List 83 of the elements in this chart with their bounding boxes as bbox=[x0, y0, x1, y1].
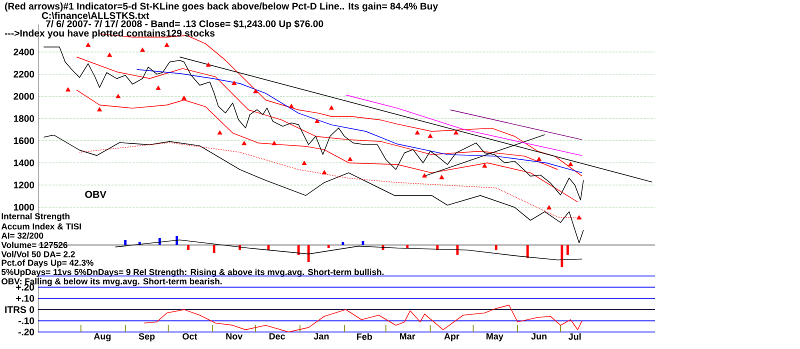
y-tick-label: 1600 bbox=[14, 137, 34, 144]
x-tick-label: Jul bbox=[568, 333, 581, 340]
bar bbox=[327, 245, 330, 248]
point bbox=[140, 48, 145, 52]
point bbox=[348, 156, 353, 162]
y-tick-label: 2400 bbox=[14, 48, 34, 56]
y-tick-label: -.10 bbox=[18, 317, 34, 324]
bar bbox=[526, 245, 529, 258]
point bbox=[428, 134, 433, 138]
bar bbox=[406, 245, 409, 248]
annotation: 5%UpDays= 11vs 5%DnDays= 9 Rel Strength: Rising & above its mvg.avg. Short-term bullish. bbox=[1, 268, 384, 277]
point bbox=[232, 80, 237, 85]
bar bbox=[436, 245, 439, 250]
y-axis-title: ITRS bbox=[5, 306, 26, 313]
y-tick-label: +.10 bbox=[16, 295, 34, 302]
point bbox=[414, 130, 420, 135]
point bbox=[422, 173, 427, 178]
y-tick-label: 2200 bbox=[14, 70, 34, 78]
annotation: AI= 32/200 bbox=[1, 232, 44, 239]
point bbox=[302, 160, 307, 166]
y-tick-label: 0 bbox=[30, 306, 34, 313]
x-tick-label: Feb bbox=[356, 333, 372, 340]
annotation: Pct.of Days Up= 42.3% bbox=[2, 259, 94, 268]
x-tick-label: Apr bbox=[444, 333, 460, 342]
x-tick-label: Jan bbox=[314, 333, 329, 340]
x-tick-label: May bbox=[486, 333, 504, 342]
annotation: Accum Index & TISI bbox=[1, 223, 81, 230]
bar bbox=[342, 242, 344, 245]
bar bbox=[187, 245, 190, 250]
bar bbox=[566, 245, 569, 255]
y-tick-label: 1800 bbox=[14, 115, 34, 122]
chart-title: (Red arrows)#1 Indicator=5-d St-KLine goes back above/below Pct-D Line.. Its gain= 84.4% Buy bbox=[5, 2, 438, 12]
bar bbox=[494, 245, 498, 250]
bar bbox=[212, 245, 216, 253]
point bbox=[182, 96, 186, 100]
x-tick-label: Sep bbox=[138, 333, 155, 342]
point bbox=[206, 62, 211, 67]
point bbox=[568, 162, 573, 166]
point bbox=[97, 107, 102, 112]
bar bbox=[124, 240, 127, 245]
point bbox=[482, 163, 488, 168]
text: C:\finance\ALLSTKS.txt bbox=[42, 12, 150, 20]
point bbox=[242, 140, 247, 146]
line-series bbox=[144, 304, 582, 332]
x-tick-label: Aug bbox=[94, 333, 111, 342]
point bbox=[329, 105, 334, 110]
text: OBV bbox=[85, 190, 106, 198]
point bbox=[66, 87, 71, 92]
x-tick-label: Oct bbox=[182, 333, 198, 340]
point bbox=[314, 118, 320, 124]
x-tick-label: Nov bbox=[226, 333, 243, 340]
point bbox=[454, 130, 458, 135]
point bbox=[86, 42, 91, 47]
annotation: Volume= 127526 bbox=[1, 242, 68, 248]
bar bbox=[158, 238, 161, 245]
x-tick-label: Dec bbox=[269, 333, 286, 340]
point bbox=[116, 94, 121, 98]
y-tick-label: 1000 bbox=[14, 204, 34, 211]
bar bbox=[307, 245, 310, 262]
point bbox=[217, 130, 222, 135]
y-tick-label: 2000 bbox=[14, 92, 34, 100]
line-series bbox=[345, 94, 582, 156]
y-tick-label: 1200 bbox=[14, 182, 34, 188]
x-tick-label: Mar bbox=[400, 333, 416, 340]
line-series bbox=[136, 69, 582, 174]
point bbox=[322, 170, 327, 174]
line-series bbox=[76, 90, 578, 202]
point bbox=[536, 156, 542, 162]
point bbox=[253, 88, 258, 94]
point bbox=[156, 86, 161, 90]
point bbox=[576, 215, 582, 220]
x-tick-label: Jun bbox=[531, 333, 546, 340]
y-tick-label: -.20 bbox=[18, 328, 34, 336]
y-tick-label: 1400 bbox=[14, 159, 34, 166]
chart-subtitle: 7/ 6/ 2007- 7/ 17/ 2008 - Band= .13 Close= $1,243.00 Up $76.00 bbox=[46, 20, 324, 30]
point bbox=[439, 174, 444, 180]
annotation: Vol/Vol 50 DA= 2.2 bbox=[1, 251, 75, 258]
line-series bbox=[76, 56, 558, 170]
point bbox=[546, 205, 552, 210]
point bbox=[272, 140, 277, 146]
point bbox=[288, 104, 294, 108]
point bbox=[164, 42, 170, 47]
point bbox=[107, 52, 112, 57]
